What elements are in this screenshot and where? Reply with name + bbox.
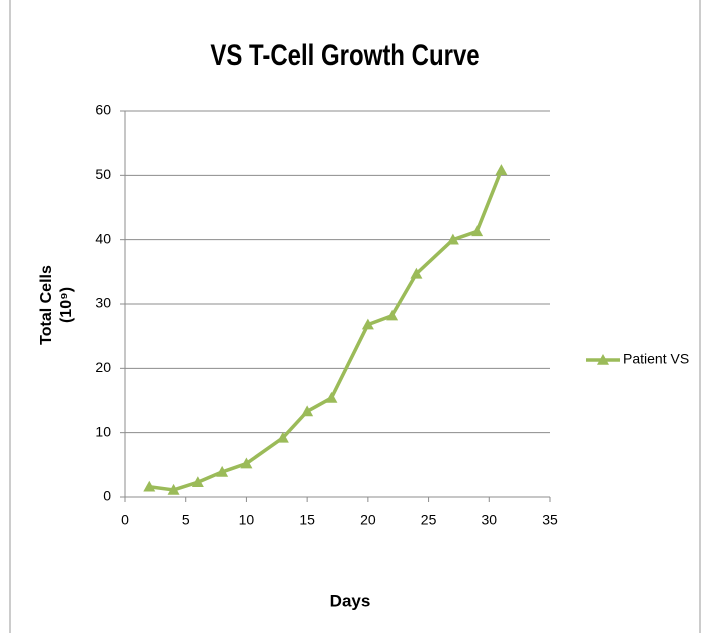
data-point	[446, 233, 459, 245]
y-tick-label: 10	[95, 423, 111, 439]
chart-frame	[9, 0, 701, 638]
data-point	[216, 465, 229, 477]
y-tick-label: 50	[95, 166, 111, 182]
x-tick-label: 15	[299, 512, 315, 528]
y-axis-label-line: Total Cells	[38, 265, 55, 345]
series-line	[149, 169, 504, 492]
x-tick-label: 35	[542, 512, 558, 528]
x-tick-label: 5	[182, 512, 190, 528]
data-point	[276, 431, 289, 443]
data-point	[386, 309, 399, 321]
y-tick-label: 20	[95, 359, 111, 375]
y-axis-label: Total Cells (10⁹)	[38, 265, 75, 345]
x-tick-label: 20	[360, 512, 376, 528]
data-point	[410, 267, 423, 279]
y-tick-label: 0	[103, 488, 111, 504]
data-point	[361, 318, 374, 330]
data-point	[240, 457, 253, 469]
data-point	[143, 480, 156, 492]
legend-marker	[597, 354, 609, 365]
y-tick-label: 40	[95, 230, 111, 246]
data-point	[191, 476, 204, 488]
y-axis-label-line: (10⁹)	[58, 287, 75, 323]
data-point	[471, 225, 484, 237]
data-point	[167, 483, 180, 495]
data-point	[301, 405, 314, 417]
y-tick-label: 30	[95, 295, 111, 311]
legend-label: Patient VS	[623, 351, 689, 367]
x-tick-label: 25	[421, 512, 437, 528]
x-tick-label: 0	[121, 512, 129, 528]
y-tick-label: 60	[95, 102, 111, 118]
data-point	[325, 391, 338, 403]
chart-title: VS T-Cell Growth Curve	[210, 37, 479, 71]
x-tick-label: 30	[481, 512, 497, 528]
data-point	[495, 164, 508, 175]
x-tick-label: 10	[239, 512, 255, 528]
x-axis-label: Days	[330, 591, 371, 610]
